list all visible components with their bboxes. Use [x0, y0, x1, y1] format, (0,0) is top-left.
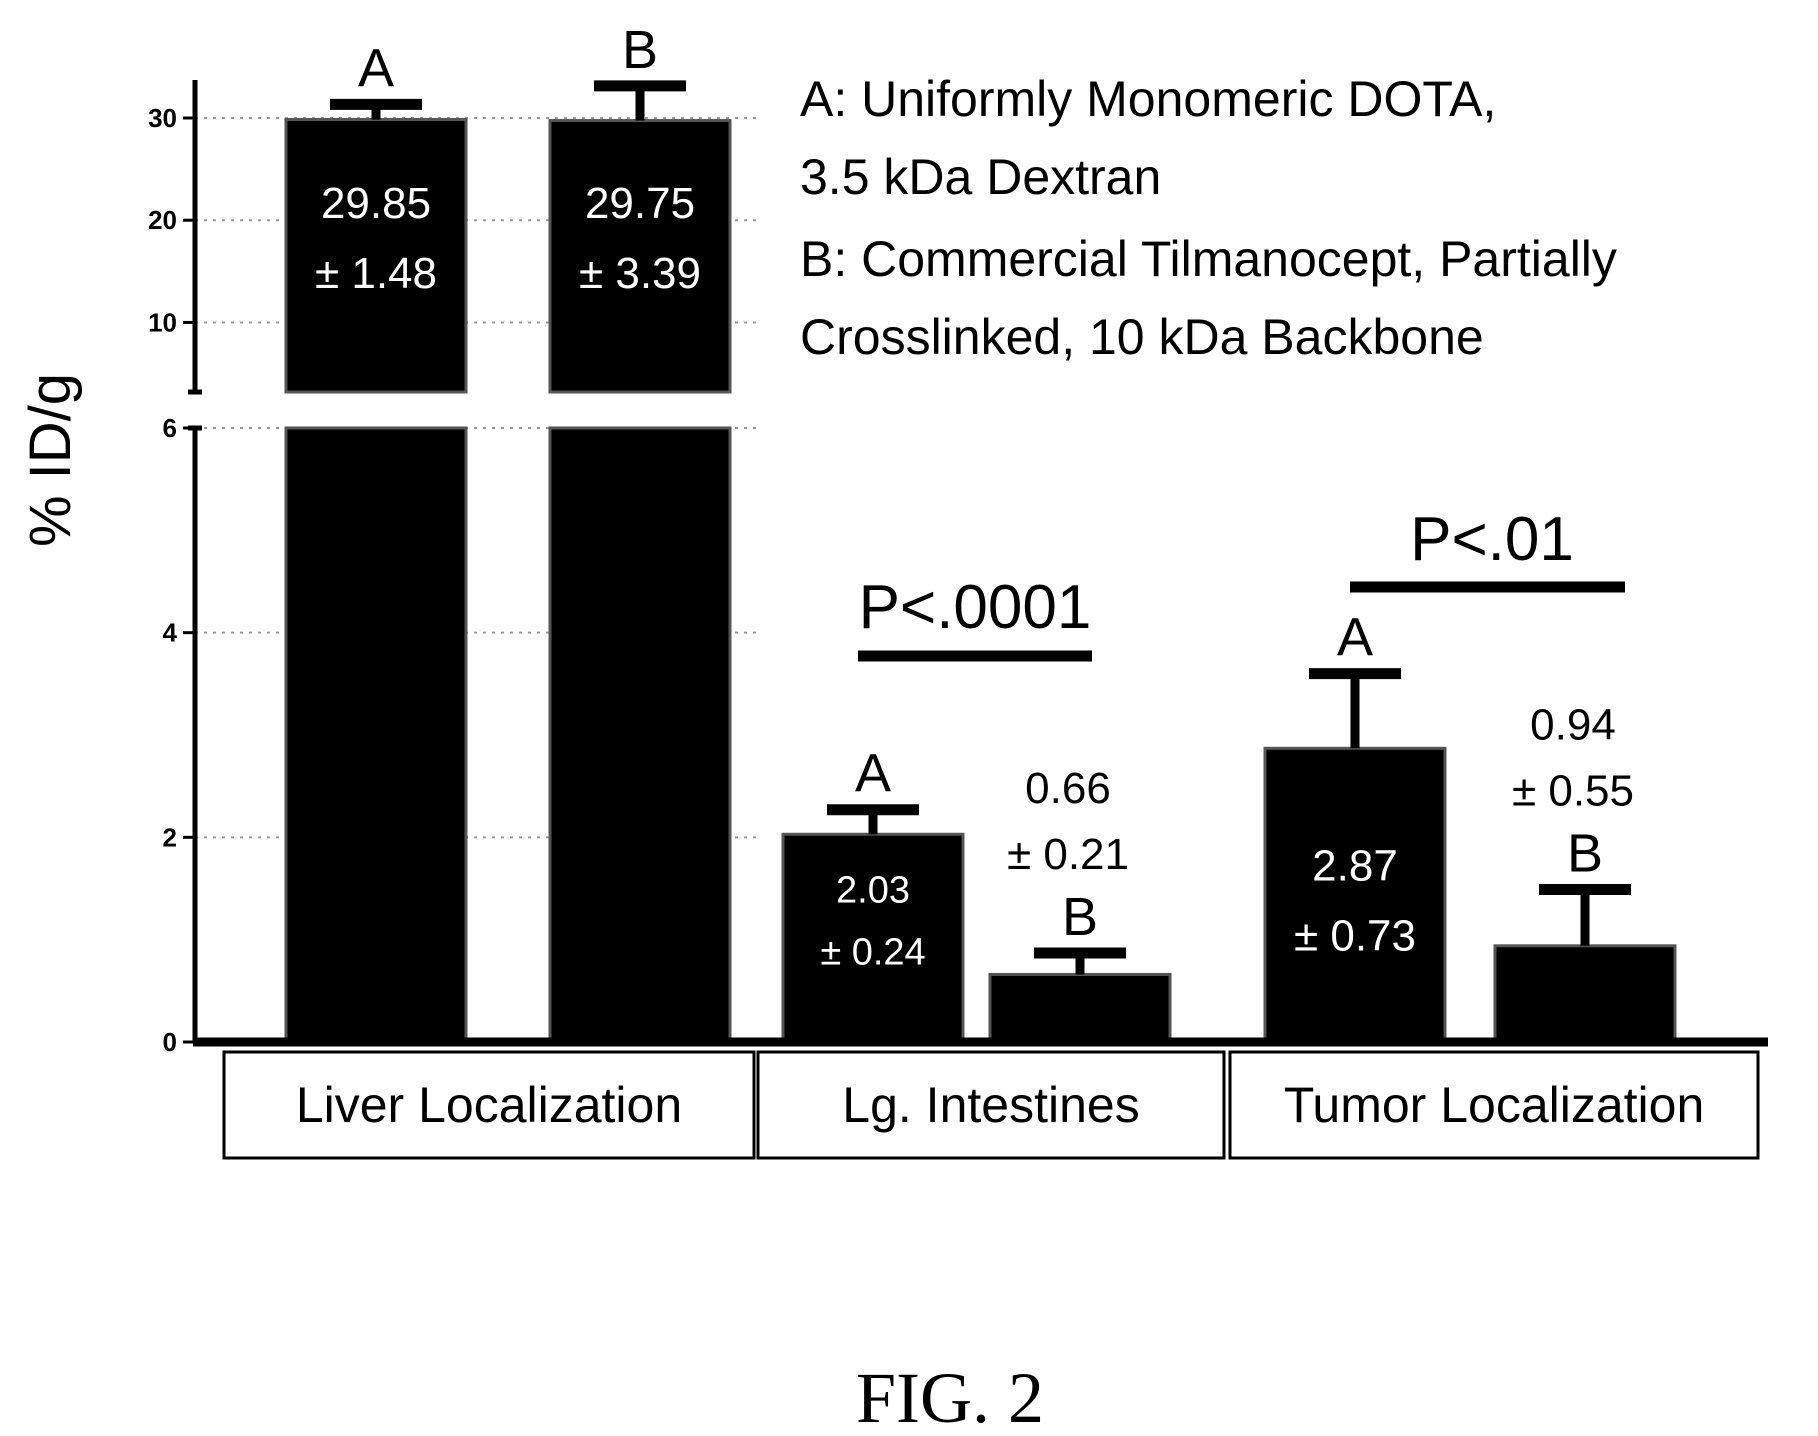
y-tick-label: 20 — [148, 205, 177, 235]
bar-value-mean: 2.03 — [836, 869, 910, 911]
bar-series-label: B — [1567, 824, 1603, 884]
bar-series-label: B — [1062, 887, 1098, 947]
series-labels: A B A B A B — [358, 20, 1603, 947]
bar — [781, 832, 965, 1044]
y-tick-label: 2 — [163, 822, 177, 852]
bar-value-error: ± 0.73 — [1294, 911, 1416, 960]
bar-value-error: ± 1.48 — [315, 249, 437, 298]
figure-caption: FIG. 2 — [856, 1358, 1044, 1436]
axes — [188, 80, 1768, 1047]
legend-line-4: Crosslinked, 10 kDa Backbone — [800, 309, 1484, 365]
legend-line-2: 3.5 kDa Dextran — [800, 149, 1161, 205]
bar-series-label: A — [1337, 608, 1373, 668]
y-tick-label: 30 — [148, 103, 177, 133]
tick-labels: 0 2 4 6 10 20 30 — [148, 103, 195, 1057]
bar-value-mean: 2.87 — [1312, 841, 1398, 890]
y-axis-title: % ID/g — [18, 373, 83, 547]
significance-markers: P<.0001 P<.01 — [858, 505, 1625, 662]
category-box — [222, 1050, 756, 1160]
legend-line-1: A: Uniformly Monomeric DOTA, — [800, 71, 1496, 127]
value-labels: 29.85 ± 1.48 29.75 ± 3.39 2.03 ± 0.24 0.66 ± 0.… — [315, 179, 1634, 973]
bar-value-error: ± 0.55 — [1512, 767, 1634, 816]
legend-line-3: B: Commercial Tilmanocept, Partially — [800, 231, 1617, 287]
significance-label: P<.0001 — [859, 573, 1092, 642]
bar-lower-segment — [548, 426, 732, 1044]
significance-label: P<.01 — [1410, 505, 1574, 574]
x-category-label: Lg. Intestines — [842, 1077, 1139, 1133]
bar — [1493, 944, 1677, 1044]
legend: A: Uniformly Monomeric DOTA, 3.5 kDa Dex… — [800, 71, 1617, 365]
category-labels: Liver Localization Lg. Intestines Tumor Lo… — [222, 1050, 1760, 1160]
category-box — [1228, 1050, 1760, 1160]
bars — [284, 80, 1677, 1044]
bar-value-error: ± 0.24 — [820, 931, 925, 973]
bar-value-mean: 0.94 — [1530, 701, 1616, 750]
x-category-label: Tumor Localization — [1284, 1077, 1705, 1133]
y-tick-label: 4 — [163, 618, 178, 648]
bar-value-mean: 29.75 — [585, 179, 695, 228]
y-tick-label: 6 — [163, 413, 177, 443]
bar-series-label: A — [358, 38, 394, 98]
bar-series-label: B — [622, 20, 658, 80]
bar-value-error: ± 0.21 — [1007, 830, 1129, 879]
bar-lower-segment — [284, 426, 468, 1044]
category-box — [756, 1050, 1226, 1160]
y-tick-label: 0 — [163, 1027, 177, 1057]
bar — [988, 972, 1172, 1044]
bar-value-error: ± 3.39 — [579, 249, 701, 298]
y-tick-label: 10 — [148, 307, 177, 337]
x-category-label: Liver Localization — [296, 1077, 682, 1133]
bar — [1263, 746, 1447, 1044]
bar-value-mean: 0.66 — [1025, 764, 1111, 813]
bar-upper-segment — [548, 119, 732, 394]
bar-value-mean: 29.85 — [321, 179, 431, 228]
bar-series-label: A — [855, 744, 891, 804]
